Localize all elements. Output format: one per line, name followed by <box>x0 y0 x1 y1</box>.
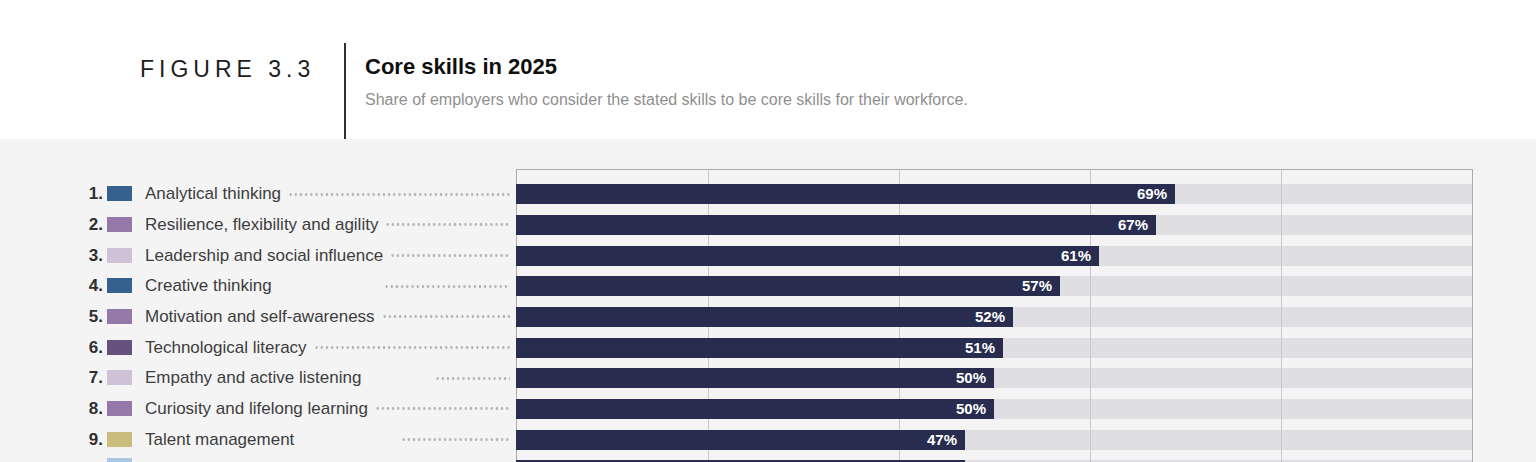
skill-row: 2. Resilience, flexibility and agility 6… <box>0 215 1536 235</box>
skill-row: 6. Technological literacy 51% <box>0 338 1536 358</box>
skill-rank: 7. <box>64 368 103 388</box>
skill-category-swatch <box>107 401 132 416</box>
skill-category-swatch <box>107 217 132 232</box>
dotted-leader <box>384 285 510 288</box>
skill-label: Analytical thinking <box>145 184 281 204</box>
bar-value-label: 57% <box>1022 276 1060 296</box>
bar: 52% <box>516 307 1013 327</box>
skill-category-swatch <box>107 186 132 201</box>
bar-value-label: 67% <box>1118 215 1156 235</box>
skill-row: 9. Talent management 47% <box>0 430 1536 450</box>
bar-value-label: 51% <box>965 338 1003 358</box>
skill-label-area: Empathy and active listening <box>145 368 510 388</box>
skill-label-area: Talent management <box>145 430 510 450</box>
dotted-leader <box>385 223 510 226</box>
skill-label-area: Resilience, flexibility and agility <box>145 215 510 235</box>
skill-label: Curiosity and lifelong learning <box>145 399 368 419</box>
skill-label-area: Analytical thinking <box>145 184 510 204</box>
skill-row: 3. Leadership and social influence 61% <box>0 246 1536 266</box>
bar: 67% <box>516 215 1156 235</box>
bar: 51% <box>516 338 1003 358</box>
skill-rank: 4. <box>64 276 103 296</box>
skill-category-swatch <box>107 370 132 385</box>
skill-category-swatch <box>107 458 132 462</box>
figure-number-label: FIGURE 3.3 <box>140 56 315 83</box>
skill-rank: 6. <box>64 338 103 358</box>
skill-label-area: Curiosity and lifelong learning <box>145 399 510 419</box>
chart-section: 1. Analytical thinking 69% 2. Resilience… <box>0 139 1536 462</box>
dotted-leader <box>314 346 510 349</box>
skill-row: 1. Analytical thinking 69% <box>0 184 1536 204</box>
dotted-leader <box>390 254 510 257</box>
skill-category-swatch <box>107 248 132 263</box>
skill-category-swatch <box>107 340 132 355</box>
dotted-leader <box>288 193 510 196</box>
skill-label: Resilience, flexibility and agility <box>145 215 378 235</box>
bar: 47% <box>516 430 965 450</box>
bar: 50% <box>516 368 994 388</box>
dotted-leader <box>401 438 510 441</box>
skill-label: Creative thinking <box>145 276 272 296</box>
skill-rank: 3. <box>64 246 103 266</box>
page-title: Core skills in 2025 <box>365 54 557 80</box>
bar-value-label: 50% <box>956 399 994 419</box>
skill-rank: 9. <box>64 430 103 450</box>
skill-rank: 1. <box>64 184 103 204</box>
bar: 61% <box>516 246 1099 266</box>
header-divider <box>344 43 346 139</box>
dotted-leader <box>435 377 510 380</box>
skill-rank: 8. <box>64 399 103 419</box>
skill-label: Motivation and self-awareness <box>145 307 375 327</box>
dotted-leader <box>382 315 510 318</box>
bar-value-label: 61% <box>1061 246 1099 266</box>
figure-subtitle: Share of employers who consider the stat… <box>365 91 968 109</box>
bar: 50% <box>516 399 994 419</box>
bar-value-label: 69% <box>1137 184 1175 204</box>
skill-category-swatch <box>107 432 132 447</box>
skill-rank: 2. <box>64 215 103 235</box>
bar: 69% <box>516 184 1175 204</box>
figure-header: FIGURE 3.3 Core skills in 2025 Share of … <box>0 0 1536 139</box>
skill-rank: 5. <box>64 307 103 327</box>
skill-label: Talent management <box>145 430 294 450</box>
skill-label-area: Creative thinking <box>145 276 510 296</box>
dotted-leader <box>375 407 510 410</box>
skill-label-area: Technological literacy <box>145 338 510 358</box>
skill-row: 5. Motivation and self-awareness 52% <box>0 307 1536 327</box>
skill-row: 7. Empathy and active listening 50% <box>0 368 1536 388</box>
bar-value-label: 50% <box>956 368 994 388</box>
skill-row: 8. Curiosity and lifelong learning 50% <box>0 399 1536 419</box>
bar-value-label: 52% <box>975 307 1013 327</box>
skill-row: 4. Creative thinking 57% <box>0 276 1536 296</box>
skill-label-area: Motivation and self-awareness <box>145 307 510 327</box>
bar-value-label: 47% <box>927 430 965 450</box>
skill-label: Empathy and active listening <box>145 368 361 388</box>
skill-label: Technological literacy <box>145 338 307 358</box>
skill-category-swatch <box>107 278 132 293</box>
skill-category-swatch <box>107 309 132 324</box>
skill-label: Leadership and social influence <box>145 246 383 266</box>
bar: 57% <box>516 276 1060 296</box>
skill-label-area: Leadership and social influence <box>145 246 510 266</box>
